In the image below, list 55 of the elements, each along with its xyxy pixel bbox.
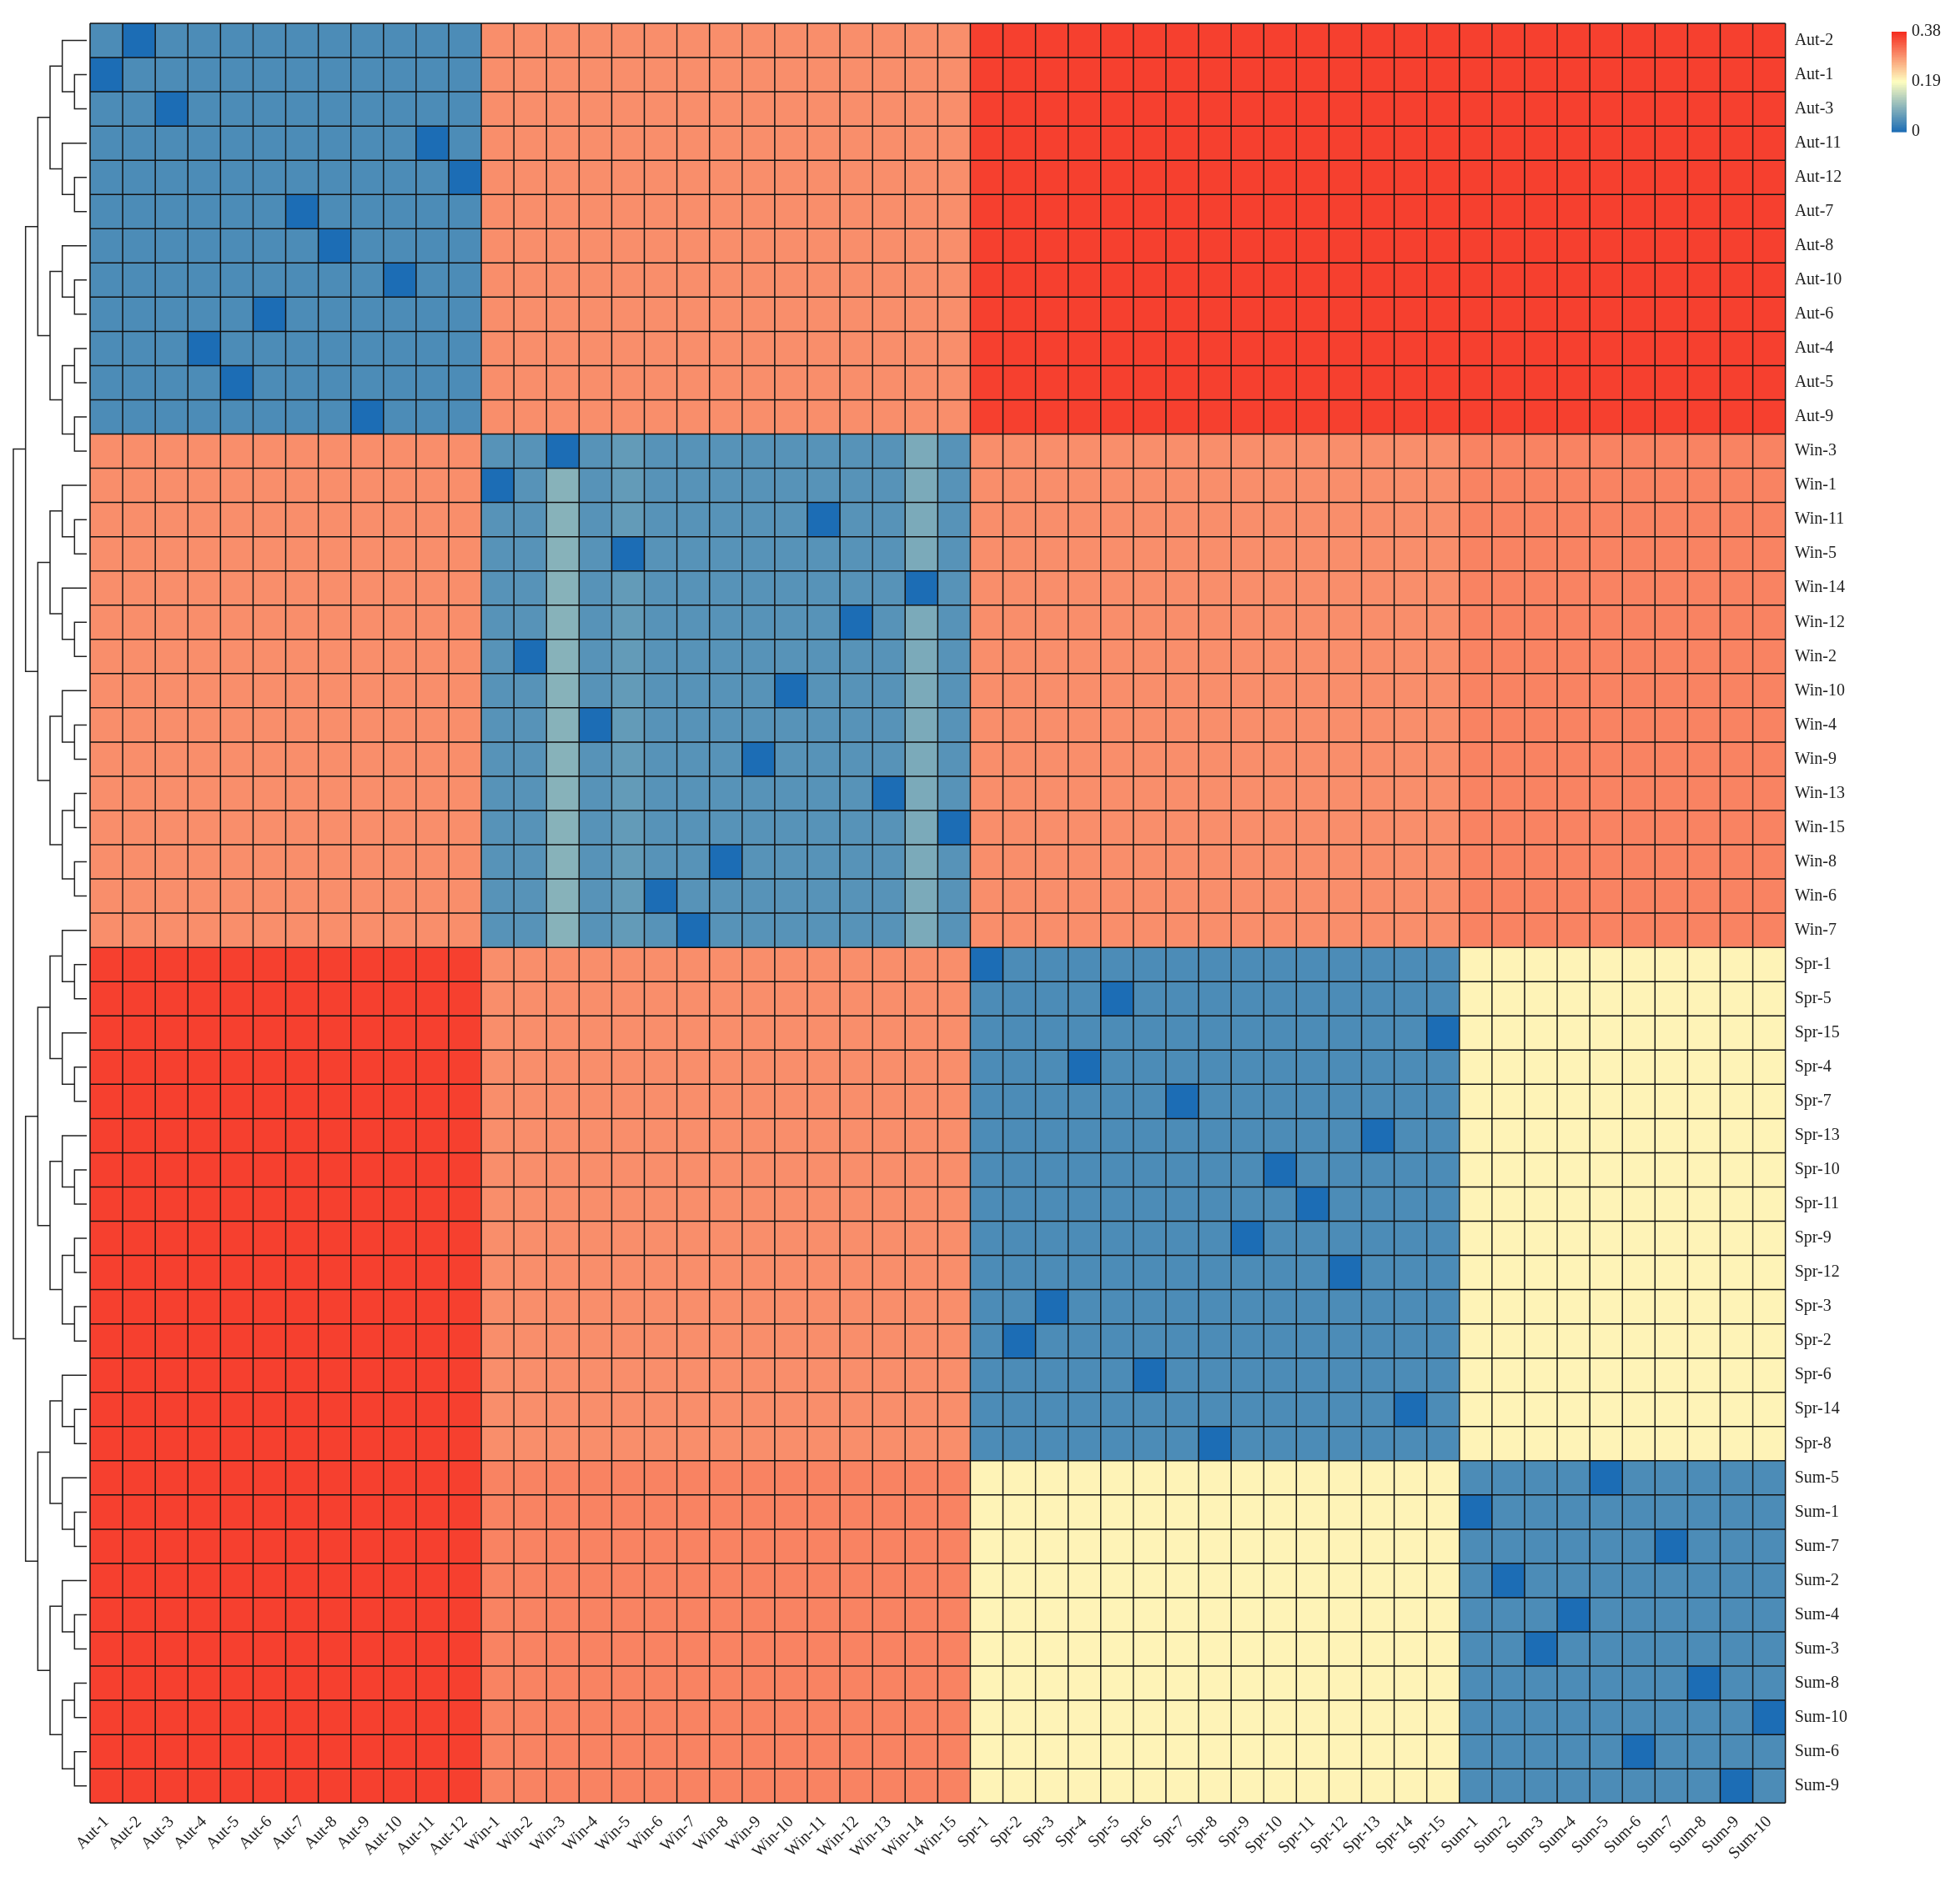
y-tick-label: Spr-1 <box>1794 953 1832 973</box>
y-tick-label: Sum-8 <box>1794 1672 1839 1691</box>
y-tick-label: Spr-7 <box>1794 1091 1832 1111</box>
y-tick-label: Sum-6 <box>1794 1740 1839 1759</box>
y-tick-label: Spr-14 <box>1794 1398 1840 1418</box>
y-tick-label: Sum-4 <box>1794 1603 1839 1623</box>
y-tick-label: Spr-3 <box>1794 1296 1832 1316</box>
y-tick-label: Sum-5 <box>1794 1467 1839 1486</box>
y-tick-label: Spr-2 <box>1794 1330 1832 1350</box>
y-tick-label: Win-6 <box>1794 885 1837 904</box>
y-tick-label: Spr-12 <box>1794 1262 1840 1282</box>
y-tick-label: Aut-12 <box>1794 166 1842 185</box>
y-tick-label: Spr-8 <box>1794 1433 1832 1453</box>
y-tick-label: Sum-2 <box>1794 1569 1839 1588</box>
y-tick-label: Win-9 <box>1794 748 1837 767</box>
y-tick-label: Win-5 <box>1794 543 1837 562</box>
y-tick-label: Win-8 <box>1794 851 1837 870</box>
y-tick-label: Aut-1 <box>1794 63 1834 83</box>
y-tick-label: Aut-2 <box>1794 29 1834 48</box>
color-bar-label: 0.38 <box>1912 21 1941 40</box>
y-tick-label: Aut-11 <box>1794 132 1842 151</box>
y-tick-label: Aut-4 <box>1794 338 1834 357</box>
y-tick-label: Sum-3 <box>1794 1638 1839 1657</box>
y-tick-label: Spr-13 <box>1794 1125 1840 1145</box>
y-tick-label: Spr-10 <box>1794 1159 1840 1179</box>
y-tick-label: Win-4 <box>1794 714 1837 733</box>
y-tick-label: Spr-15 <box>1794 1022 1840 1042</box>
y-tick-label: Sum-10 <box>1794 1706 1847 1725</box>
y-tick-label: Sum-7 <box>1794 1535 1839 1554</box>
y-tick-label: Win-10 <box>1794 680 1845 699</box>
y-tick-label: Sum-9 <box>1794 1774 1839 1794</box>
y-tick-label: Aut-8 <box>1794 235 1834 254</box>
y-tick-label: Aut-10 <box>1794 269 1842 289</box>
y-tick-label: Win-3 <box>1794 440 1837 459</box>
y-tick-label: Spr-9 <box>1794 1227 1832 1247</box>
y-tick-label: Aut-6 <box>1794 304 1834 323</box>
y-tick-label: Spr-5 <box>1794 987 1832 1007</box>
color-bar-label: 0.19 <box>1912 71 1941 90</box>
y-tick-label: Win-12 <box>1794 611 1845 630</box>
y-tick-label: Win-14 <box>1794 577 1845 596</box>
y-tick-label: Aut-7 <box>1794 200 1834 219</box>
y-tick-label: Sum-1 <box>1794 1501 1839 1520</box>
y-tick-label: Win-2 <box>1794 645 1837 665</box>
y-tick-label: Win-1 <box>1794 474 1837 494</box>
y-tick-label: Win-11 <box>1794 509 1845 528</box>
y-tick-label: Win-15 <box>1794 816 1845 836</box>
y-tick-label: Spr-11 <box>1794 1193 1839 1213</box>
color-bar-label: 0 <box>1912 121 1920 140</box>
y-tick-label: Aut-9 <box>1794 406 1834 425</box>
y-tick-label: Win-13 <box>1794 782 1845 801</box>
y-tick-label: Aut-3 <box>1794 98 1834 117</box>
y-tick-label: Aut-5 <box>1794 372 1834 391</box>
y-tick-label: Win-7 <box>1794 919 1837 938</box>
y-tick-label: Spr-6 <box>1794 1364 1832 1384</box>
y-tick-label: Spr-4 <box>1794 1056 1832 1077</box>
